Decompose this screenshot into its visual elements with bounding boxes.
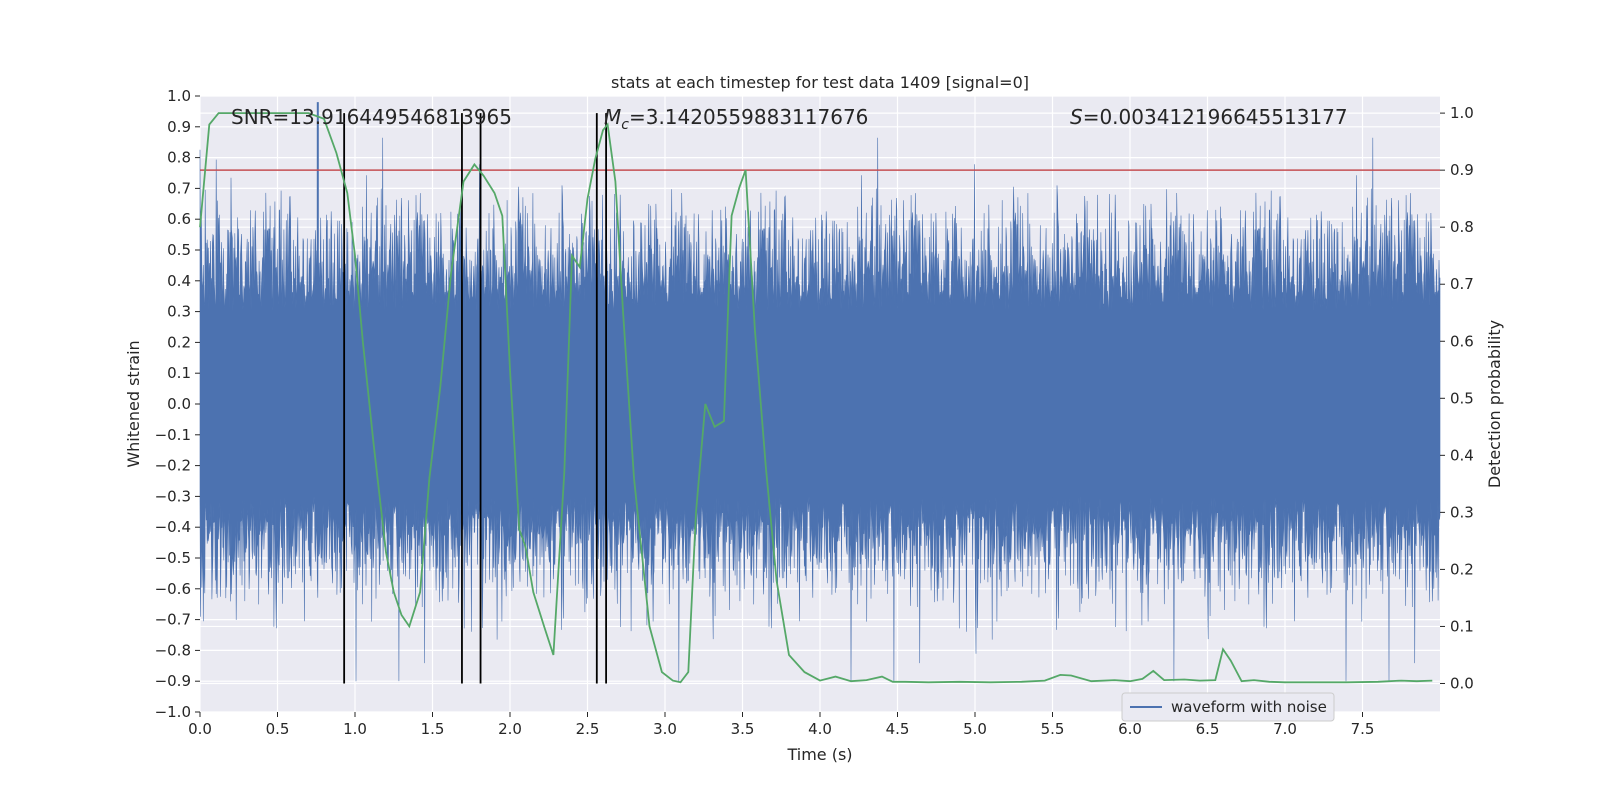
x-tick-label: 1.5 [421,720,445,738]
chirp-mass-subscript: c [621,117,629,133]
y-left-tick-label: −0.2 [155,457,191,475]
y-left-tick-label: −0.5 [155,549,191,567]
x-tick-label: 2.5 [576,720,600,738]
x-tick-label: 0.5 [266,720,290,738]
y-right-tick-label: 0.4 [1450,446,1474,464]
y-right-axis-label: Detection probability [1485,320,1504,488]
y-left-tick-label: 0.2 [167,333,191,351]
y-left-tick-label: −0.9 [155,672,191,690]
detection-probability-series [199,112,1433,684]
y-right-tick-label: 0.6 [1450,332,1474,350]
y-left-axis-label: Whitened strain [124,340,143,467]
y-left-tick-label: 0.1 [167,364,191,382]
x-tick-label: 5.0 [963,720,987,738]
y-right-tick-label: 0.2 [1450,560,1474,578]
chart-title: stats at each timestep for test data 140… [611,73,1029,92]
legend-box [1121,692,1335,722]
x-tick-label: 2.0 [498,720,522,738]
vertical-markers [343,113,607,684]
y-left-tick-label: −0.8 [155,641,191,659]
x-tick-label: 5.5 [1041,720,1065,738]
y-right-tick-label: 0.0 [1450,674,1474,692]
y-left-tick-label: 0.0 [167,395,191,413]
chirp-mass-value: =3.1420559883117676 [629,105,868,129]
y-right-tick-label: 1.0 [1450,104,1474,122]
legend: waveform with noise [1121,692,1335,722]
y-left-tick-label: 0.8 [167,149,191,167]
y-left-tick-label: −0.3 [155,487,191,505]
y-left-tick-label: −0.7 [155,611,191,629]
y-left-tick-label: 0.6 [167,210,191,228]
x-tick-label: 6.0 [1118,720,1142,738]
x-tick-label: 7.0 [1273,720,1297,738]
y-left-tick-label: 0.7 [167,179,191,197]
x-tick-label: 3.0 [653,720,677,738]
x-tick-label: 7.5 [1351,720,1375,738]
y-left-tick-label: 0.4 [167,272,191,290]
y-left-tick-label: 1.0 [167,87,191,105]
waveform-with-noise-series [199,102,1441,682]
y-left-tick-label: −1.0 [155,703,191,721]
x-tick-label: 4.5 [886,720,910,738]
x-tick-label: 3.5 [731,720,755,738]
y-right-tick-label: 0.3 [1450,503,1474,521]
x-axis-label: Time (s) [786,745,852,764]
y-left-tick-label: 0.5 [167,241,191,259]
y-left-tick-label: 0.9 [167,118,191,136]
y-left-tick-label: −0.1 [155,426,191,444]
chirp-mass-annotation: Mc=3.1420559883117676 [604,105,868,133]
x-tick-label: 1.0 [343,720,367,738]
y-right-tick-label: 0.7 [1450,275,1474,293]
y-left-tick-label: −0.6 [155,580,191,598]
waveform-envelope [199,137,1441,682]
x-tick-label: 0.0 [188,720,212,738]
x-axis-ticks: 0.0 0.5 1.0 1.5 2.0 2.5 3.0 3.5 4.0 4.5 5.0 5.5 6.0 6… [188,712,1374,738]
chirp-mass-symbol: M [604,105,621,129]
y-left-axis-ticks: 1.0 0.9 0.8 0.7 0.6 0.5 0.4 0.3 0.2 0.1 0.0 −0.1 −0.… [155,87,200,721]
snr-annotation: SNR=13.916449546813965 [231,105,512,129]
y-right-tick-label: 0.8 [1450,218,1474,236]
y-left-tick-label: −0.4 [155,518,191,536]
y-right-tick-label: 0.1 [1450,617,1474,635]
s-value: =0.003412196645513177 [1083,105,1348,129]
x-tick-label: 6.5 [1196,720,1220,738]
y-left-tick-label: 0.3 [167,303,191,321]
y-right-axis-ticks: 1.0 0.9 0.8 0.7 0.6 0.5 0.4 0.3 0.2 0.1 0.0 [1440,104,1474,692]
s-annotation: S=0.003412196645513177 [1070,105,1348,129]
y-right-tick-label: 0.9 [1450,161,1474,179]
legend-label: waveform with noise [1171,698,1327,716]
s-symbol: S [1070,105,1083,129]
y-right-tick-label: 0.5 [1450,389,1474,407]
x-tick-label: 4.0 [808,720,832,738]
